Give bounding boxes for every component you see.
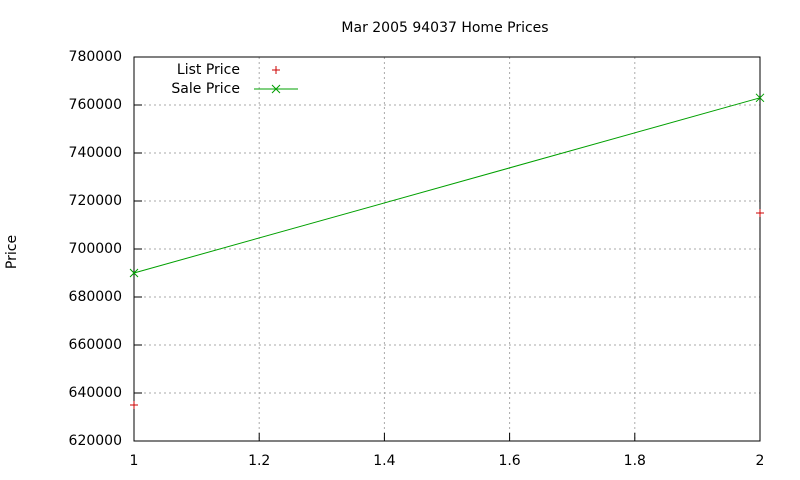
y-tick-label: 680000 [69,289,122,305]
legend-label: List Price [177,62,240,78]
y-axis-label: Price [4,235,20,269]
y-tick-label: 700000 [69,241,122,257]
chart-title: Mar 2005 94037 Home Prices [341,20,548,36]
y-tick-label: 620000 [69,433,122,449]
plot-border [133,56,761,442]
y-tick-label: 720000 [69,193,122,209]
point [130,401,138,409]
y-tick-label: 760000 [69,97,122,113]
y-tick-label: 740000 [69,145,122,161]
y-tick-label: 780000 [69,49,122,65]
point [271,84,281,94]
series-line [133,97,761,274]
y-tick-label: 660000 [69,337,122,353]
x-tick-label: 2 [756,453,765,469]
point [756,209,764,217]
x-tick-label: 1.6 [498,453,520,469]
y-tick-label: 640000 [69,385,122,401]
x-tick-label: 1.2 [248,453,270,469]
point [272,66,280,74]
x-tick-label: 1 [130,453,139,469]
legend-label: Sale Price [171,81,240,97]
x-tick-label: 1.4 [373,453,395,469]
x-tick-label: 1.8 [624,453,646,469]
